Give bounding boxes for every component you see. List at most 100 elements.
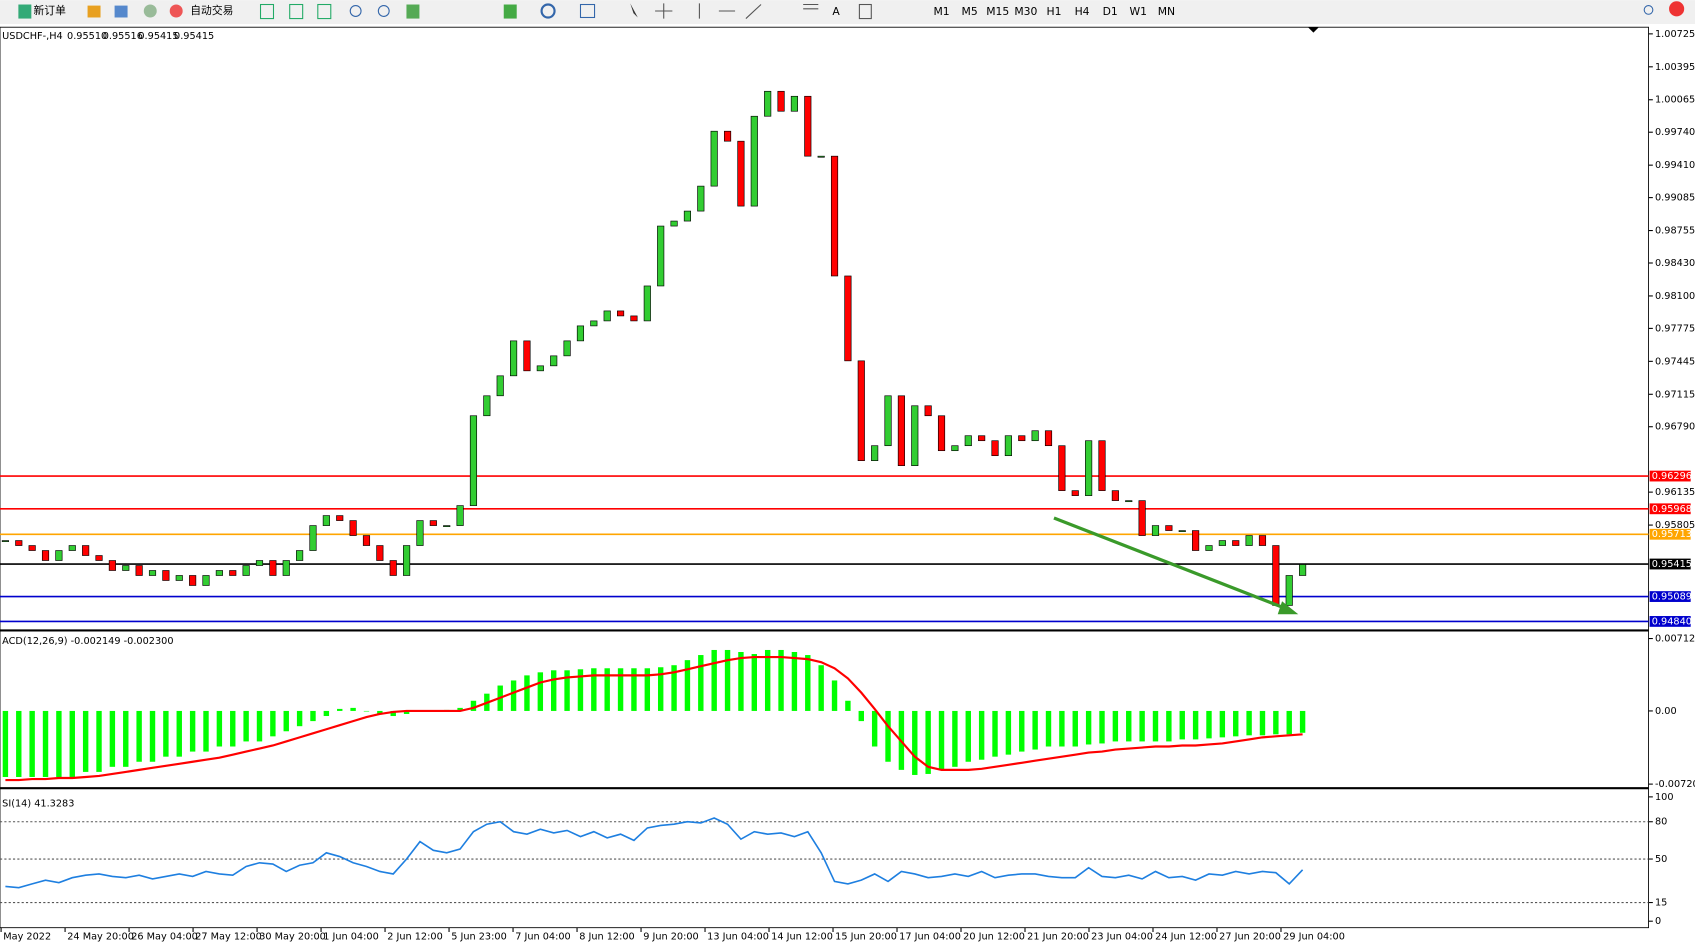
quote-value: 0.95415	[138, 31, 178, 42]
icon[interactable]	[630, 3, 638, 18]
histogram-bar	[992, 710, 998, 757]
candle	[362, 535, 371, 546]
icon[interactable]	[503, 4, 517, 19]
candle	[135, 565, 143, 576]
y-tick-label: 0.97445	[1655, 356, 1695, 367]
candle	[1098, 440, 1106, 491]
timeframe-button[interactable]: W1	[1130, 5, 1148, 18]
rsi-line	[5, 817, 1304, 889]
histogram-bar	[283, 710, 289, 732]
histogram-bar	[1126, 710, 1132, 742]
histogram-bar	[149, 710, 156, 762]
panel-title: USDCHF-,H4	[2, 31, 63, 42]
histogram-bar	[805, 655, 811, 711]
candle	[309, 525, 317, 551]
histogram-bar	[256, 710, 263, 742]
icon[interactable]	[540, 3, 556, 19]
histogram-bar	[1259, 710, 1266, 736]
histogram-bar	[711, 649, 717, 711]
candle	[1178, 530, 1186, 532]
timeframe-button[interactable]: H1	[1046, 5, 1061, 18]
histogram-bar	[1045, 710, 1052, 747]
y-tick-label: 0.007125	[1655, 634, 1695, 645]
price-level-tag	[1649, 528, 1691, 540]
icon[interactable]	[259, 3, 275, 20]
histogram-bar	[1099, 710, 1105, 744]
notification[interactable]	[1669, 1, 1685, 17]
icon[interactable]	[858, 3, 872, 20]
icon[interactable]: A	[832, 5, 840, 18]
candle	[389, 560, 397, 576]
candle	[550, 355, 558, 367]
candle	[162, 570, 170, 581]
icon[interactable]	[114, 5, 128, 18]
y-tick-label: 0.99085	[1655, 193, 1695, 204]
candle	[15, 540, 23, 546]
toolbar-button[interactable]: 新订单	[34, 3, 67, 17]
icon[interactable]	[377, 5, 390, 17]
y-tick-label: 0.97115	[1655, 389, 1695, 400]
icon[interactable]	[579, 3, 596, 19]
icon[interactable]	[349, 5, 362, 17]
candle	[215, 570, 223, 576]
histogram-bar	[337, 708, 343, 711]
candle	[322, 515, 330, 526]
icon[interactable]	[317, 3, 332, 20]
search[interactable]	[1643, 5, 1654, 15]
candle	[1165, 525, 1173, 531]
toolbar-texts: 新订单 自动交易 M1 M5 M15 M30 H1 H4 D1 W1 MN	[34, 3, 1176, 18]
timeframe-button[interactable]: M1	[933, 5, 949, 18]
candle	[937, 415, 946, 452]
toolbar-button[interactable]: 自动交易	[190, 3, 233, 17]
signal-line	[5, 656, 1303, 782]
histogram-bar	[1085, 710, 1092, 745]
candle	[336, 515, 344, 521]
candle	[924, 405, 932, 417]
histogram-bar	[938, 710, 945, 770]
histogram-bar	[1152, 710, 1159, 742]
x-tick-label: 2 Jun 12:00	[387, 931, 443, 942]
candle	[229, 570, 237, 576]
x-tick-label: 24 May 20:00	[67, 931, 134, 942]
histogram-bar	[163, 710, 169, 757]
candle	[737, 140, 745, 207]
candle	[41, 550, 50, 561]
icon[interactable]	[87, 5, 101, 18]
candle	[643, 285, 651, 322]
timeframe-button[interactable]: MN	[1158, 5, 1175, 18]
candle	[1232, 540, 1240, 546]
x-tick-label: 27 May 12:00	[195, 931, 262, 942]
candle	[844, 275, 852, 362]
y-tick-label: 0.99740	[1655, 127, 1695, 138]
y-tick-label: 50	[1655, 854, 1667, 865]
icon[interactable]	[655, 3, 819, 19]
timeframe-button[interactable]: D1	[1103, 5, 1118, 18]
y-tick-label: 15	[1655, 898, 1667, 909]
price-level-label: 0.95415	[1652, 559, 1692, 570]
histogram-bar	[216, 710, 223, 747]
candle	[617, 310, 625, 317]
histogram-bar	[831, 680, 838, 711]
icon[interactable]	[289, 3, 304, 20]
candle	[242, 565, 250, 576]
trend-arrow	[1053, 516, 1287, 611]
timeframe-button[interactable]: M15	[986, 5, 1009, 18]
candle	[1044, 430, 1053, 447]
histogram-bar	[56, 710, 62, 777]
price-level-tag	[1649, 503, 1691, 515]
candle	[175, 575, 183, 581]
candle	[1299, 564, 1307, 576]
histogram-bar	[1206, 710, 1212, 739]
timeframe-button[interactable]: M30	[1014, 5, 1037, 18]
candle	[897, 395, 905, 466]
icon[interactable]	[406, 4, 420, 19]
timeframe-button[interactable]: H4	[1075, 5, 1090, 18]
icon[interactable]	[18, 4, 32, 19]
histogram-bar	[1286, 710, 1292, 735]
icon[interactable]	[169, 4, 183, 18]
icon[interactable]	[143, 4, 157, 18]
timeframe-button[interactable]: M5	[962, 5, 978, 18]
x-tick-label: 9 Jun 20:00	[643, 931, 699, 942]
candle	[1058, 445, 1066, 491]
x-tick-label: 23 Jun 04:00	[1091, 931, 1153, 942]
